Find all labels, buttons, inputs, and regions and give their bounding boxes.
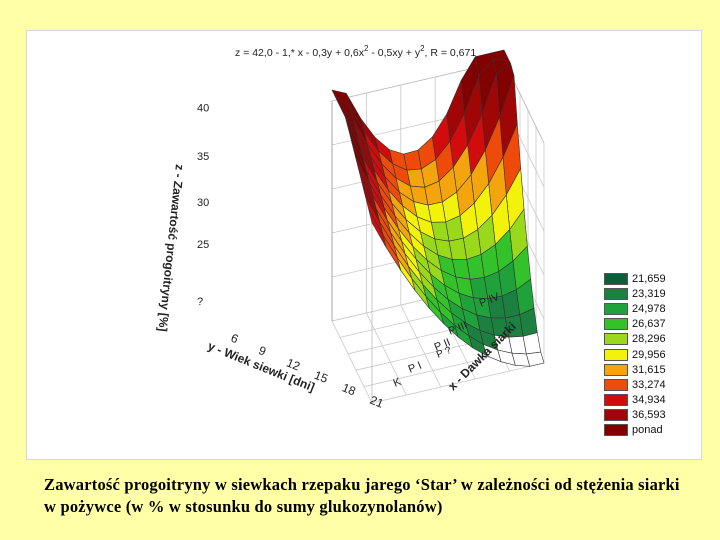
y-tick-label: 12 — [284, 356, 302, 374]
legend-label: 21,659 — [632, 272, 666, 285]
title-part-2: - 0,5xy + y — [368, 47, 420, 59]
legend-swatch — [604, 348, 628, 361]
legend-item: 26,637 — [604, 317, 674, 332]
legend-swatch — [604, 424, 628, 437]
legend-item: 36,593 — [604, 408, 674, 423]
legend-item: 21,659 — [604, 271, 674, 286]
z-tick-label: ? — [197, 296, 203, 308]
legend-item: 34,934 — [604, 393, 674, 408]
y-axis-ticks: 69 12 15 18 21 — [229, 331, 386, 411]
z-tick-label: 30 — [197, 197, 209, 209]
plot-panel: z = 42,0 - 1,* x - 0,3y + 0,6x2 - 0,5xy … — [26, 30, 702, 460]
legend-swatch — [604, 287, 628, 300]
title-part-1: z = 42,0 - 1,* x - 0,3y + 0,6x — [235, 47, 365, 59]
grid-line — [331, 320, 373, 404]
y-tick-label: 15 — [312, 368, 330, 386]
grid-line — [400, 304, 442, 388]
legend-label: 36,593 — [632, 409, 666, 422]
y-tick-label: 6 — [229, 331, 241, 347]
legend-swatch — [604, 409, 628, 422]
surface — [331, 49, 545, 367]
z-tick-label: 25 — [197, 239, 209, 251]
z-axis-ticks: 40 35 30 25? — [197, 102, 209, 308]
legend-label: 23,319 — [632, 287, 666, 300]
surface-cell — [368, 209, 387, 248]
legend-label: 34,934 — [632, 394, 666, 407]
chart-title: z = 42,0 - 1,* x - 0,3y + 0,6x2 - 0,5xy … — [235, 44, 476, 59]
title-sup-1: 2 — [364, 44, 369, 53]
legend-label: 29,956 — [632, 348, 666, 361]
y-tick-label: 18 — [340, 380, 358, 398]
z-tick-label: 40 — [197, 102, 209, 114]
title-sup-2: 2 — [420, 44, 425, 53]
x-tick-label: P ? — [435, 345, 453, 361]
x-tick-label: K — [392, 376, 404, 390]
surface-plot: z = 42,0 - 1,* x - 0,3y + 0,6x2 - 0,5xy … — [155, 44, 545, 411]
title-part-3: , R = 0,671 — [425, 47, 477, 59]
legend-item: 29,956 — [604, 347, 674, 362]
x-tick-label: P I — [407, 360, 424, 376]
legend-swatch — [604, 378, 628, 391]
z-axis-label: z - Zawartość progoitryny [%] — [155, 164, 186, 333]
legend-item: 23,319 — [604, 286, 674, 301]
legend-item: 33,274 — [604, 377, 674, 392]
legend-label: 28,296 — [632, 333, 666, 346]
legend-swatch — [604, 363, 628, 376]
legend-label: 26,637 — [632, 318, 666, 331]
legend-label: ponad — [632, 424, 663, 437]
legend-item: 28,296 — [604, 332, 674, 347]
y-tick-label: 21 — [368, 393, 386, 411]
legend-swatch — [604, 272, 628, 285]
legend-label: 33,274 — [632, 378, 666, 391]
figure-caption: Zawartość progoitryny w siewkach rzepaku… — [44, 475, 680, 516]
legend-swatch — [604, 333, 628, 346]
legend: 21,659 23,319 24,978 26,637 28,296 29,956 31,6… — [604, 271, 674, 438]
legend-swatch — [604, 302, 628, 315]
y-tick-label: 9 — [257, 343, 269, 359]
grid-line — [371, 362, 545, 404]
legend-label: 24,978 — [632, 302, 666, 315]
legend-swatch — [604, 318, 628, 331]
grid-line — [366, 312, 407, 396]
legend-label: 31,615 — [632, 363, 666, 376]
legend-item: 31,615 — [604, 362, 674, 377]
z-tick-label: 35 — [197, 151, 209, 163]
legend-swatch — [604, 394, 628, 407]
legend-item: ponad — [604, 423, 674, 438]
legend-item: 24,978 — [604, 301, 674, 316]
x-tick-label: P II — [433, 337, 453, 354]
